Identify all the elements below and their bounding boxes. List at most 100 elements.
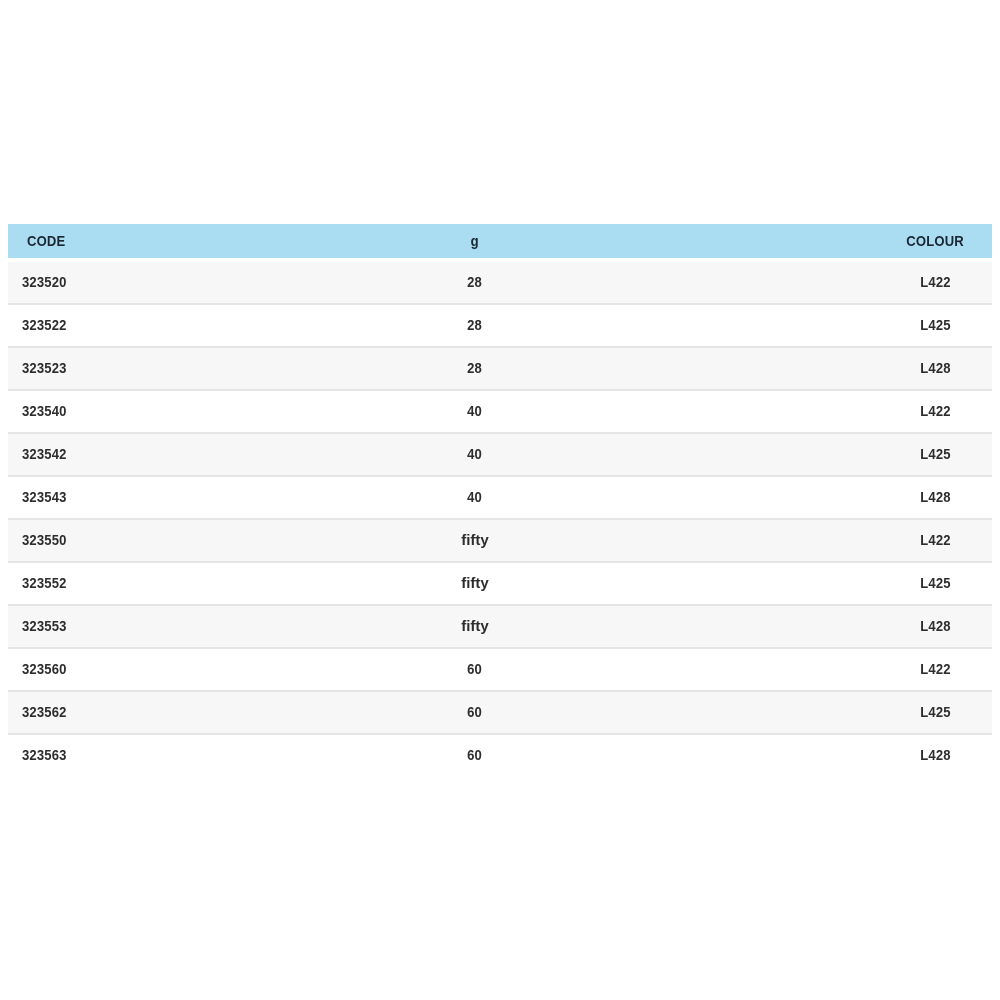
- code-value: 323563: [22, 747, 67, 764]
- code-cell: 323522: [8, 304, 400, 347]
- colour-value: L422: [919, 403, 951, 420]
- header-row: CODE g COLOUR: [8, 224, 992, 261]
- spacer-cell: [550, 476, 878, 519]
- colour-value: L425: [919, 317, 951, 334]
- table-header: CODE g COLOUR: [8, 224, 992, 261]
- spacer-cell: [550, 734, 878, 776]
- code-value: 323542: [22, 446, 67, 463]
- weight-value: 60: [467, 661, 483, 678]
- colour-cell: L425: [878, 433, 992, 476]
- table-row: 323523 28 L428: [8, 347, 992, 390]
- colour-cell: L422: [878, 519, 992, 562]
- code-value: 323550: [22, 532, 67, 549]
- weight-cell: 40: [400, 390, 550, 433]
- table-row: 323550 fifty L422: [8, 519, 992, 562]
- colour-cell: L425: [878, 562, 992, 605]
- column-header-code-label: CODE: [27, 232, 66, 250]
- colour-value: L425: [919, 575, 951, 592]
- weight-value: fifty: [461, 532, 489, 549]
- colour-value: L422: [919, 532, 951, 549]
- colour-cell: L425: [878, 304, 992, 347]
- spacer-cell: [550, 304, 878, 347]
- code-cell: 323523: [8, 347, 400, 390]
- colour-value: L428: [919, 360, 951, 377]
- colour-cell: L428: [878, 605, 992, 648]
- weight-cell: 40: [400, 433, 550, 476]
- colour-value: L425: [919, 704, 951, 721]
- code-value: 323543: [22, 489, 67, 506]
- code-cell: 323562: [8, 691, 400, 734]
- weight-value: 28: [467, 274, 483, 291]
- code-cell: 323553: [8, 605, 400, 648]
- table-row: 323562 60 L425: [8, 691, 992, 734]
- table-row: 323520 28 L422: [8, 260, 992, 304]
- code-cell: 323550: [8, 519, 400, 562]
- table-row: 323553 fifty L428: [8, 605, 992, 648]
- spacer-cell: [550, 605, 878, 648]
- weight-cell: 28: [400, 260, 550, 304]
- spacer-cell: [550, 390, 878, 433]
- colour-cell: L422: [878, 648, 992, 691]
- weight-cell: 60: [400, 734, 550, 776]
- weight-cell: 28: [400, 304, 550, 347]
- code-cell: 323542: [8, 433, 400, 476]
- product-spec-table: CODE g COLOUR 323520 28 L422 323522 28 L…: [8, 224, 992, 776]
- code-cell: 323540: [8, 390, 400, 433]
- table-row: 323543 40 L428: [8, 476, 992, 519]
- code-value: 323520: [22, 274, 67, 291]
- weight-value: fifty: [461, 618, 489, 635]
- colour-cell: L422: [878, 260, 992, 304]
- colour-cell: L428: [878, 734, 992, 776]
- code-value: 323560: [22, 661, 67, 678]
- spacer-header-cell: [550, 224, 878, 261]
- code-cell: 323520: [8, 260, 400, 304]
- spacer-cell: [550, 562, 878, 605]
- weight-cell: 28: [400, 347, 550, 390]
- weight-cell: 60: [400, 691, 550, 734]
- table-row: 323542 40 L425: [8, 433, 992, 476]
- spacer-cell: [550, 433, 878, 476]
- colour-value: L425: [919, 446, 951, 463]
- code-value: 323553: [22, 618, 67, 635]
- colour-value: L428: [919, 618, 951, 635]
- code-cell: 323560: [8, 648, 400, 691]
- code-value: 323522: [22, 317, 67, 334]
- spacer-cell: [550, 260, 878, 304]
- weight-value: 60: [467, 747, 483, 764]
- code-cell: 323543: [8, 476, 400, 519]
- weight-cell: fifty: [400, 562, 550, 605]
- weight-cell: fifty: [400, 519, 550, 562]
- table-row: 323522 28 L425: [8, 304, 992, 347]
- table-row: 323540 40 L422: [8, 390, 992, 433]
- weight-value: 60: [467, 704, 483, 721]
- colour-cell: L428: [878, 476, 992, 519]
- colour-value: L428: [919, 489, 951, 506]
- spacer-cell: [550, 648, 878, 691]
- colour-value: L422: [919, 661, 951, 678]
- weight-value: 40: [467, 403, 483, 420]
- weight-cell: 40: [400, 476, 550, 519]
- weight-cell: fifty: [400, 605, 550, 648]
- table-row: 323560 60 L422: [8, 648, 992, 691]
- weight-value: 28: [467, 360, 483, 377]
- spacer-cell: [550, 347, 878, 390]
- weight-value: fifty: [461, 575, 489, 592]
- column-header-weight: g: [400, 224, 550, 261]
- code-value: 323523: [22, 360, 67, 377]
- table-body: 323520 28 L422 323522 28 L425 323523 28 …: [8, 260, 992, 776]
- colour-value: L422: [919, 274, 951, 291]
- colour-value: L428: [919, 747, 951, 764]
- column-header-colour-label: COLOUR: [906, 232, 964, 250]
- colour-cell: L422: [878, 390, 992, 433]
- spacer-cell: [550, 519, 878, 562]
- weight-value: 40: [467, 446, 483, 463]
- code-value: 323552: [22, 575, 67, 592]
- weight-value: 40: [467, 489, 483, 506]
- column-header-weight-label: g: [470, 232, 480, 250]
- table-row: 323552 fifty L425: [8, 562, 992, 605]
- column-header-code: CODE: [8, 224, 400, 261]
- code-cell: 323563: [8, 734, 400, 776]
- table-row: 323563 60 L428: [8, 734, 992, 776]
- code-value: 323562: [22, 704, 67, 721]
- colour-cell: L425: [878, 691, 992, 734]
